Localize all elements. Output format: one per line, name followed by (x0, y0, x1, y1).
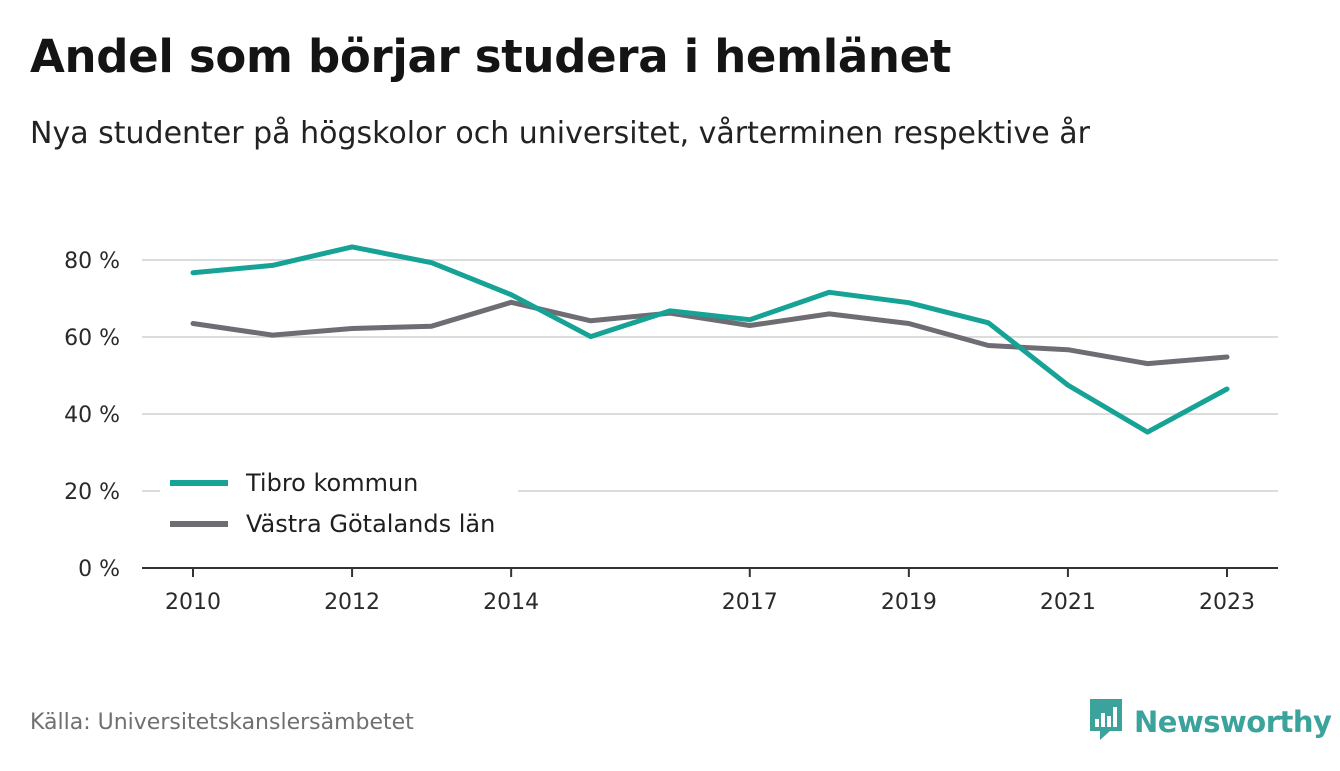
line-chart: 0 % 20 % 40 % 60 % 80 % 2010 2012 2014 2017 2019… (64, 244, 1278, 615)
y-tick-label: 0 % (78, 557, 120, 582)
x-tick-label: 2010 (165, 590, 221, 615)
y-tick-label: 40 % (64, 403, 120, 428)
grid-lines (142, 259, 1278, 492)
chart-title: Andel som börjar studera i hemlänet (30, 30, 952, 83)
y-tick-label: 20 % (64, 480, 120, 505)
x-tick-label: 2017 (722, 590, 778, 615)
x-tick-label: 2023 (1199, 590, 1255, 615)
y-axis: 0 % 20 % 40 % 60 % 80 % (64, 249, 120, 582)
series-line-0 (190, 244, 1230, 435)
series-line-1 (190, 299, 1230, 367)
x-tick-label: 2014 (483, 590, 539, 615)
x-tick-label: 2021 (1040, 590, 1096, 615)
brand-name: Newsworthy (1134, 704, 1332, 739)
source-note: Källa: Universitetskanslersämbetet (30, 710, 414, 735)
legend: Tibro kommun Västra Götalands län (160, 458, 518, 538)
legend-background (160, 458, 518, 492)
x-tick-label: 2019 (881, 590, 937, 615)
y-tick-label: 80 % (64, 249, 120, 274)
y-tick-label: 60 % (64, 326, 120, 351)
legend-label: Tibro kommun (245, 469, 418, 497)
legend-label: Västra Götalands län (246, 510, 495, 538)
chart-subtitle: Nya studenter på högskolor och universit… (30, 116, 1090, 151)
bar-chart-speech-bubble-icon (1088, 697, 1124, 746)
series-lines (190, 244, 1230, 435)
x-axis: 2010 2012 2014 2017 2019 2021 2023 (142, 567, 1278, 615)
newsworthy-logo: Newsworthy (1088, 697, 1332, 746)
x-tick-label: 2012 (324, 590, 380, 615)
